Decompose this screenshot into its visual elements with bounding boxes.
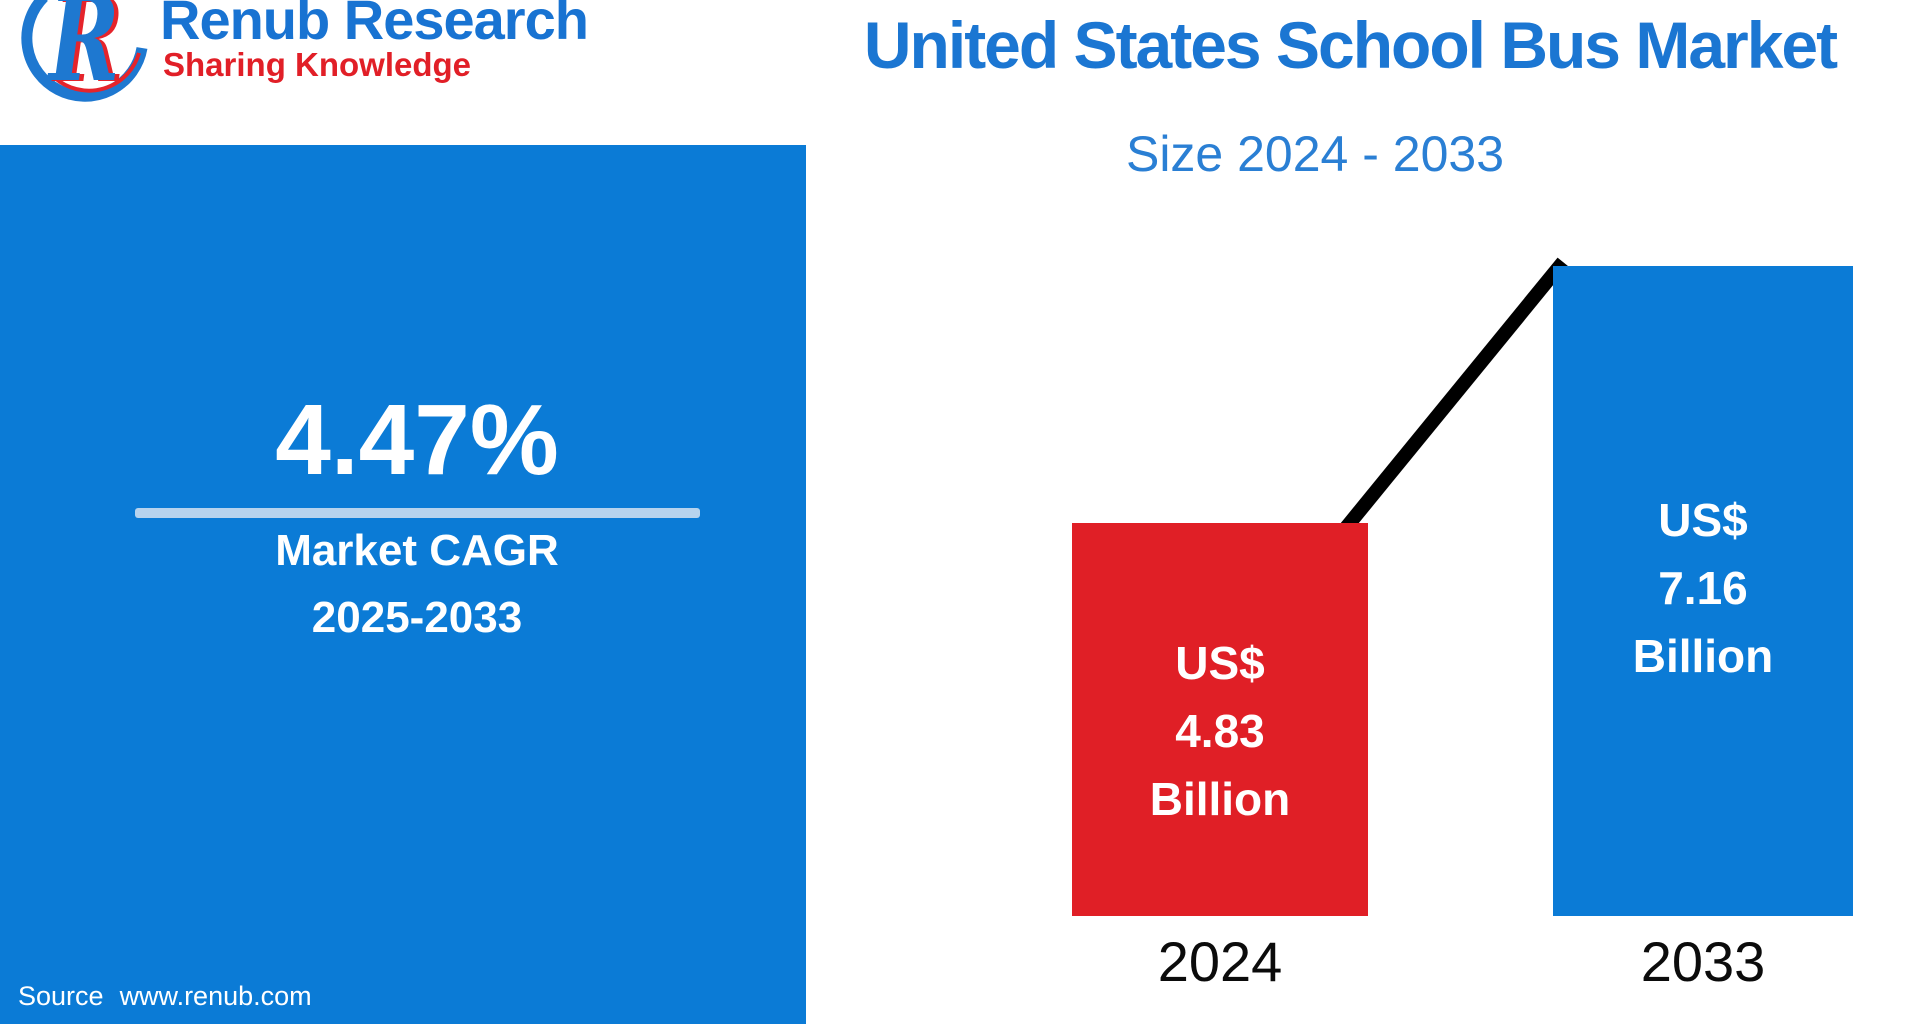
- page-subtitle: Size 2024 - 2033: [1125, 126, 1505, 182]
- source-url: www.renub.com: [119, 981, 312, 1011]
- axis-label-2024: 2024: [1157, 930, 1283, 993]
- bar-2033-label: US$ 7.16 Billion: [1632, 494, 1774, 682]
- brand-tagline: Sharing Knowledge: [163, 46, 472, 83]
- cagr-label-line2: 2025-2033: [311, 593, 523, 642]
- cagr-value: 4.47%: [275, 384, 559, 496]
- bar-2024: US$ 4.83 Billion: [1072, 523, 1368, 916]
- source-line: Source www.renub.com: [18, 980, 312, 1012]
- renub-logo-icon: R R: [21, 0, 148, 105]
- cagr-label: Market CAGR 2025-2033: [14, 517, 820, 651]
- source-label: Source: [18, 981, 104, 1011]
- cagr-panel: 4.47% Market CAGR 2025-2033 Source www.re…: [0, 145, 806, 1024]
- axis-label-2033: 2033: [1640, 930, 1766, 993]
- bar-2033: US$ 7.16 Billion: [1553, 266, 1853, 916]
- cagr-label-line1: Market CAGR: [275, 526, 559, 575]
- svg-text:R: R: [51, 0, 124, 105]
- svg-text:R: R: [47, 0, 120, 105]
- page-title: United States School Bus Market: [863, 8, 1838, 82]
- divider-line: [135, 508, 700, 518]
- bar-2024-label: US$ 4.83 Billion: [1149, 636, 1291, 825]
- brand-name: Renub Research: [160, 0, 589, 51]
